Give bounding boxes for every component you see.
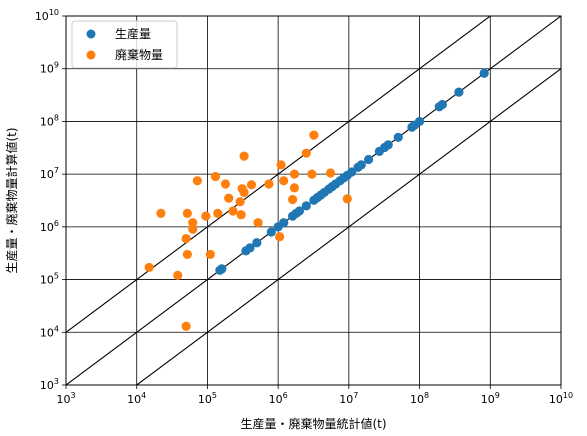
data-point [181, 321, 191, 331]
data-point [347, 167, 357, 177]
x-tick-label: 107 [339, 391, 358, 406]
data-point [287, 194, 298, 205]
data-point [205, 249, 215, 260]
x-tick-label: 104 [127, 391, 146, 406]
data-point [182, 249, 192, 260]
data-point [217, 264, 227, 274]
data-points [144, 68, 489, 331]
data-point [239, 187, 249, 198]
x-axis-ticks: 103 104 105 106 107 108 109 1010 [56, 385, 573, 406]
data-point [239, 151, 249, 161]
data-point [479, 68, 489, 78]
reference-line [135, 68, 561, 385]
data-point [224, 193, 234, 203]
y-axis-ticks: 103 104 105 106 107 108 109 1010 [35, 8, 66, 392]
data-point [454, 87, 464, 97]
legend: 生産量 廃棄物量 [71, 20, 178, 69]
data-point [156, 208, 166, 219]
data-point [173, 270, 183, 280]
data-point [192, 176, 202, 186]
data-point [245, 243, 255, 253]
data-point [356, 160, 366, 170]
data-point [266, 227, 276, 237]
data-point [188, 224, 198, 234]
data-point [276, 160, 286, 170]
x-tick-label: 108 [410, 391, 429, 406]
y-tick-label: 109 [40, 61, 59, 76]
y-tick-label: 106 [40, 219, 59, 234]
data-point [210, 171, 221, 182]
y-tick-label: 108 [40, 113, 59, 128]
y-tick-label: 103 [40, 377, 59, 392]
y-tick-label: 107 [40, 166, 59, 181]
legend-box [71, 20, 178, 69]
data-point [228, 206, 238, 216]
x-tick-label: 1010 [549, 391, 573, 406]
y-tick-label: 105 [40, 272, 59, 287]
data-point [235, 197, 245, 207]
plot-frame [65, 15, 562, 386]
data-point [252, 238, 262, 248]
x-axis-label: 生産量・廃棄物量統計値(t) [240, 416, 386, 431]
legend-marker-waste [86, 50, 96, 60]
data-point [363, 154, 374, 165]
y-tick-label: 1010 [35, 8, 59, 23]
data-point [342, 194, 352, 204]
x-tick-label: 106 [269, 391, 288, 406]
legend-label-production: 生産量 [115, 26, 151, 41]
y-axis-label: 生産量・廃棄物量計算値(t) [4, 127, 19, 273]
data-point [201, 211, 211, 221]
series-1-points [144, 130, 352, 331]
data-point [213, 208, 223, 219]
data-point [188, 218, 198, 228]
data-point [275, 232, 285, 242]
data-point [264, 179, 274, 189]
data-point [309, 130, 319, 140]
data-point [144, 262, 154, 273]
data-point [307, 169, 317, 179]
data-point [289, 183, 300, 193]
data-point [301, 201, 311, 211]
data-point [279, 218, 289, 228]
data-point [437, 99, 447, 110]
data-point [294, 206, 305, 216]
data-point [325, 168, 336, 178]
data-point [220, 179, 231, 189]
data-point [181, 233, 191, 244]
legend-marker-production [86, 29, 96, 39]
x-tick-label: 105 [198, 391, 217, 406]
data-point [279, 176, 289, 186]
x-tick-label: 109 [481, 391, 500, 406]
data-point [414, 116, 425, 127]
data-point [182, 208, 192, 219]
data-point [383, 140, 393, 150]
x-tick-label: 103 [56, 391, 75, 406]
data-point [253, 218, 263, 228]
data-point [246, 180, 257, 190]
series-0-points [215, 68, 489, 275]
data-point [301, 148, 311, 158]
data-point [393, 132, 403, 142]
legend-label-waste: 廃棄物量 [115, 47, 163, 62]
data-point [236, 210, 246, 220]
data-point [289, 169, 300, 179]
y-tick-label: 104 [40, 324, 59, 339]
